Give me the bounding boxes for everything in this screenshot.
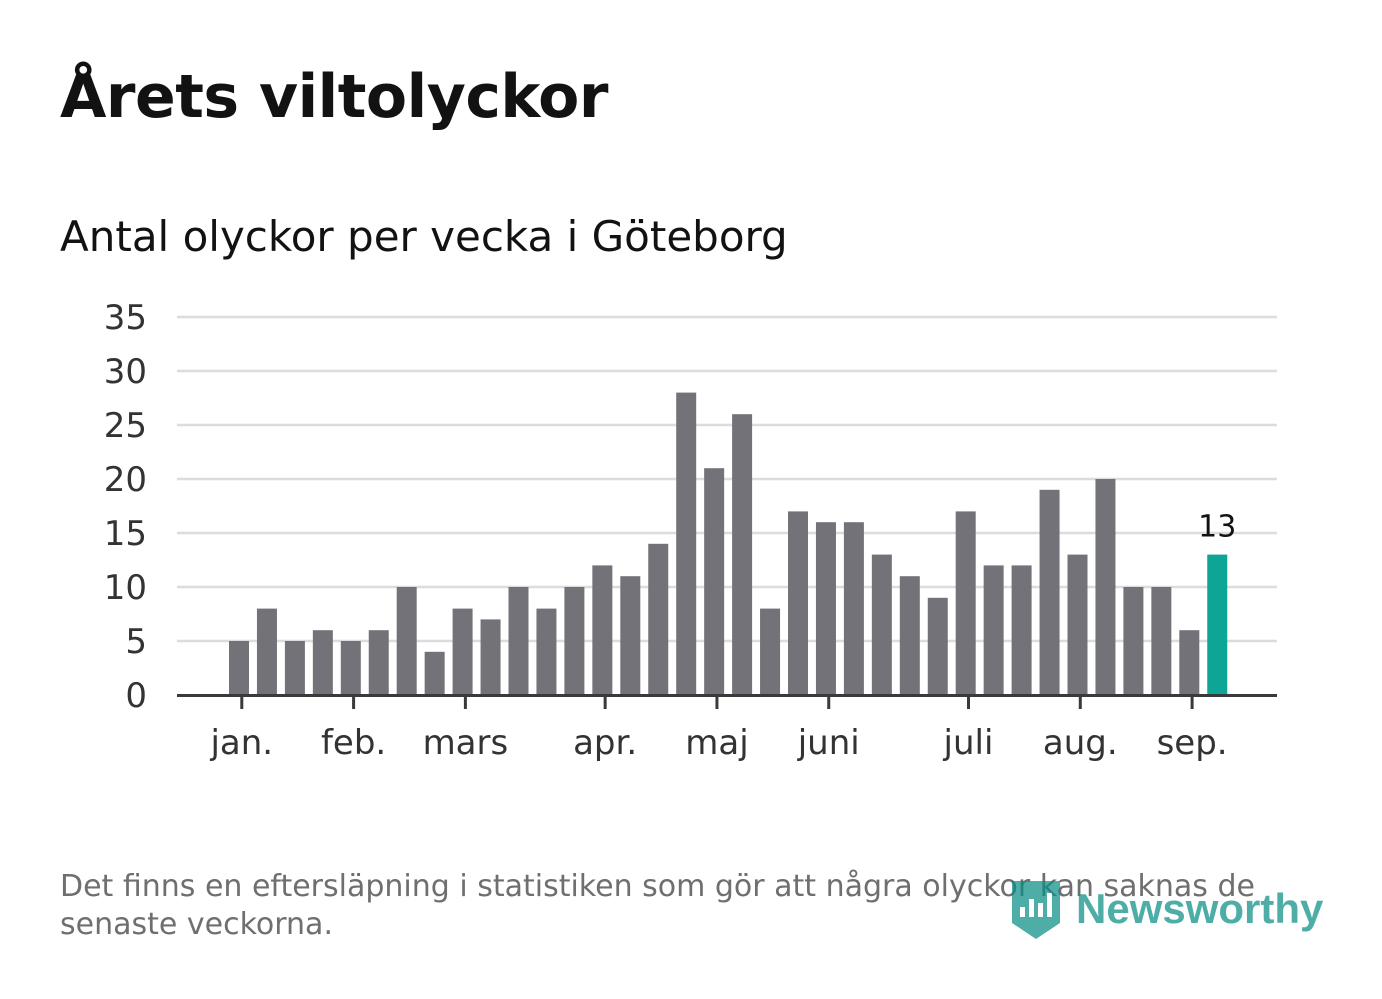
bar	[536, 608, 557, 695]
y-tick-label: 30	[104, 352, 147, 392]
bar	[452, 608, 473, 695]
bar	[1151, 587, 1172, 695]
x-axis: jan. feb. mars apr. maj juni juli aug. sep.	[177, 694, 1277, 763]
data-label-last: 13	[1198, 510, 1236, 545]
y-tick-label: 15	[104, 514, 147, 554]
bar	[340, 641, 361, 695]
y-tick-label: 35	[104, 298, 147, 338]
bar	[256, 608, 277, 695]
x-tick-label: juli	[943, 723, 994, 763]
bar	[424, 651, 445, 695]
y-tick-label: 20	[104, 460, 147, 500]
newsworthy-logo-icon	[1012, 881, 1060, 939]
y-tick-label: 10	[104, 568, 147, 608]
y-tick-label: 5	[125, 622, 147, 662]
x-tick-label: jan.	[209, 723, 273, 763]
bar	[620, 576, 641, 695]
y-tick-label: 0	[125, 676, 147, 716]
bar	[229, 641, 249, 695]
bars	[229, 392, 1228, 695]
bar	[732, 414, 753, 695]
bar	[760, 608, 781, 695]
data-labels: 13	[1198, 510, 1236, 545]
x-tick-label: mars	[423, 723, 509, 763]
y-axis-tick-labels: 0 5 10 15 20 25 30 35	[104, 298, 147, 716]
bar	[592, 565, 613, 695]
x-tick-label: sep.	[1157, 723, 1228, 763]
bar	[955, 511, 976, 695]
bar	[927, 597, 948, 695]
bar	[648, 543, 669, 695]
y-tick-label: 25	[104, 406, 147, 446]
bar	[899, 576, 920, 695]
bar	[368, 630, 389, 695]
bar	[1095, 479, 1116, 695]
chart-subtitle: Antal olyckor per vecka i Göteborg	[60, 212, 788, 261]
bar	[312, 630, 333, 695]
x-tick-label: feb.	[321, 723, 386, 763]
bar	[815, 522, 836, 695]
bar	[676, 392, 697, 695]
bar	[480, 619, 501, 695]
bar	[1123, 587, 1144, 695]
bar	[704, 468, 725, 695]
bar	[284, 641, 305, 695]
bar	[564, 587, 585, 695]
bar	[396, 587, 417, 695]
bar	[1039, 489, 1060, 695]
bar	[1067, 554, 1088, 695]
x-tick-label: maj	[685, 723, 748, 763]
bar	[1011, 565, 1032, 695]
bar	[508, 587, 529, 695]
x-tick-label: apr.	[573, 723, 637, 763]
x-tick-label: juni	[797, 723, 860, 763]
bar	[871, 554, 892, 695]
bar-highlighted	[1207, 554, 1228, 695]
x-tick-label: aug.	[1043, 723, 1118, 763]
bar	[983, 565, 1004, 695]
bar	[1179, 630, 1200, 695]
bar-chart: 0 5 10 15 20 25 30 35 jan. feb. mars apr. maj juni ju…	[104, 298, 1277, 763]
bar	[843, 522, 864, 695]
chart-title: Årets viltolyckor	[60, 62, 609, 132]
bar	[788, 511, 808, 695]
brand-logo: Newsworthy	[1010, 876, 1323, 942]
brand-name: Newsworthy	[1076, 885, 1324, 932]
